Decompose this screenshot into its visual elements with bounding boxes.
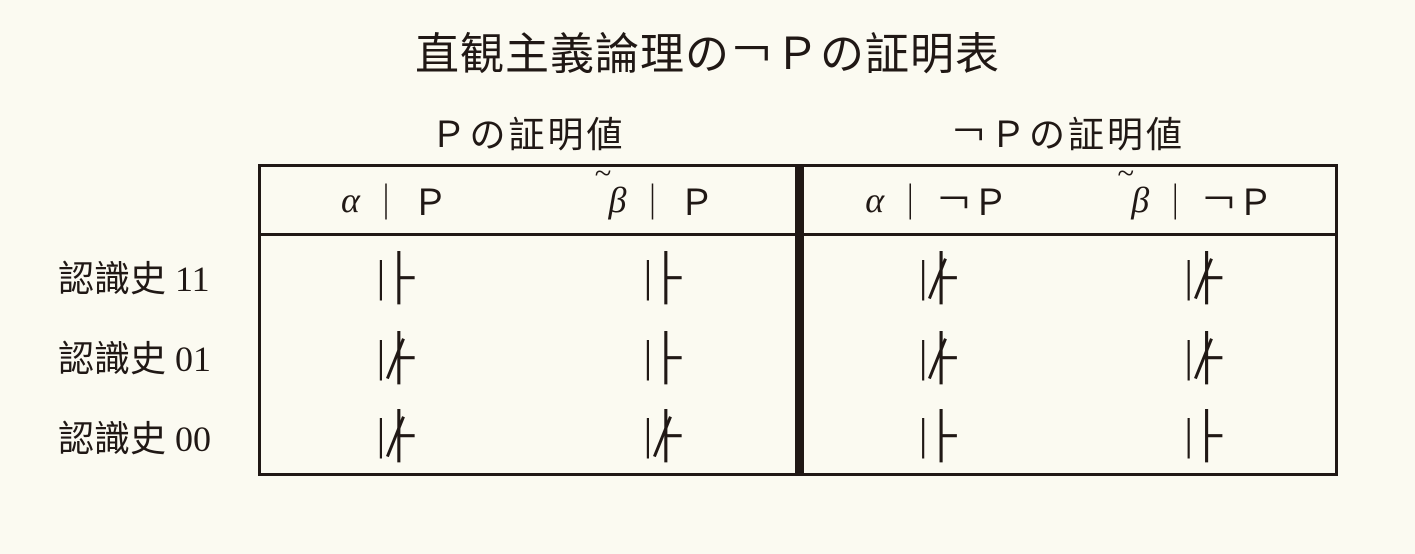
- greek-beta-tilde: β: [609, 179, 627, 221]
- sep-icon: ｜: [360, 174, 412, 226]
- forces-icon: |├: [919, 409, 955, 460]
- cell: |├: [804, 236, 1070, 316]
- cell: |├: [1070, 396, 1336, 473]
- row-label: 認識史 01: [0, 316, 258, 396]
- forces-icon: |├: [644, 331, 680, 382]
- sep-icon: ｜: [1149, 174, 1201, 226]
- logic-table: α ｜ Ｐ β ｜ Ｐ α ｜ ￢Ｐ β ｜: [0, 164, 1415, 476]
- symbol-p: Ｐ: [412, 174, 448, 226]
- row-group-left: |├ |├: [258, 236, 798, 316]
- sub-header-spacer: [0, 164, 258, 236]
- row-group-right: |├ |├: [798, 236, 1338, 316]
- cell: |├: [804, 396, 1070, 473]
- cell: |├: [528, 236, 795, 316]
- sub-header-alpha-p: α ｜ Ｐ: [261, 167, 528, 233]
- sub-header-beta-notp: β ｜ ￢Ｐ: [1070, 167, 1336, 233]
- greek-alpha: α: [865, 179, 884, 221]
- greek-alpha: α: [341, 179, 360, 221]
- row-group-left: |├ |├: [258, 396, 798, 476]
- cell: |├: [1070, 236, 1336, 316]
- cell: |├: [261, 316, 528, 396]
- row-group-right: |├ |├: [798, 316, 1338, 396]
- table-row: 認識史 00 |├ |├ |├ |├: [0, 396, 1415, 476]
- symbol-notp: ￢Ｐ: [936, 174, 1008, 226]
- cell: |├: [804, 316, 1070, 396]
- sub-header-group-left: α ｜ Ｐ β ｜ Ｐ: [258, 164, 798, 236]
- row-group-right: |├ |├: [798, 396, 1338, 476]
- not-forces-icon: |├: [919, 251, 955, 302]
- forces-icon: |├: [1184, 409, 1220, 460]
- page-title: 直観主義論理の￢Ｐの証明表: [0, 0, 1415, 82]
- sep-icon: ｜: [626, 174, 678, 226]
- sub-header-beta-p: β ｜ Ｐ: [528, 167, 795, 233]
- group-header-left: Ｐの証明値: [258, 106, 798, 158]
- group-header-row: Ｐの証明値 ￢Ｐの証明値: [0, 100, 1415, 164]
- not-forces-icon: |├: [919, 331, 955, 382]
- cell: |├: [261, 236, 528, 316]
- row-label: 認識史 11: [0, 236, 258, 316]
- cell: |├: [528, 396, 795, 473]
- not-forces-icon: |├: [377, 331, 413, 382]
- sep-icon: ｜: [884, 174, 936, 226]
- cell: |├: [261, 396, 528, 473]
- symbol-notp: ￢Ｐ: [1201, 174, 1273, 226]
- forces-icon: |├: [644, 251, 680, 302]
- sub-header-alpha-notp: α ｜ ￢Ｐ: [804, 167, 1070, 233]
- greek-beta-tilde: β: [1131, 179, 1149, 221]
- cell: |├: [528, 316, 795, 396]
- table-row: 認識史 01 |├ |├ |├ |├: [0, 316, 1415, 396]
- cell: |├: [1070, 316, 1336, 396]
- forces-icon: |├: [377, 251, 413, 302]
- not-forces-icon: |├: [377, 409, 413, 460]
- table-container: Ｐの証明値 ￢Ｐの証明値 α ｜ Ｐ β ｜ Ｐ α: [0, 100, 1415, 476]
- group-header-right: ￢Ｐの証明値: [798, 106, 1338, 158]
- not-forces-icon: |├: [1184, 251, 1220, 302]
- title-text: 直観主義論理の￢Ｐの証明表: [415, 30, 1000, 79]
- row-group-left: |├ |├: [258, 316, 798, 396]
- symbol-p: Ｐ: [678, 174, 714, 226]
- table-row: 認識史 11 |├ |├ |├ |├: [0, 236, 1415, 316]
- not-forces-icon: |├: [1184, 331, 1220, 382]
- not-forces-icon: |├: [644, 409, 680, 460]
- sub-header-row: α ｜ Ｐ β ｜ Ｐ α ｜ ￢Ｐ β ｜: [0, 164, 1415, 236]
- sub-header-group-right: α ｜ ￢Ｐ β ｜ ￢Ｐ: [798, 164, 1338, 236]
- row-label: 認識史 00: [0, 396, 258, 476]
